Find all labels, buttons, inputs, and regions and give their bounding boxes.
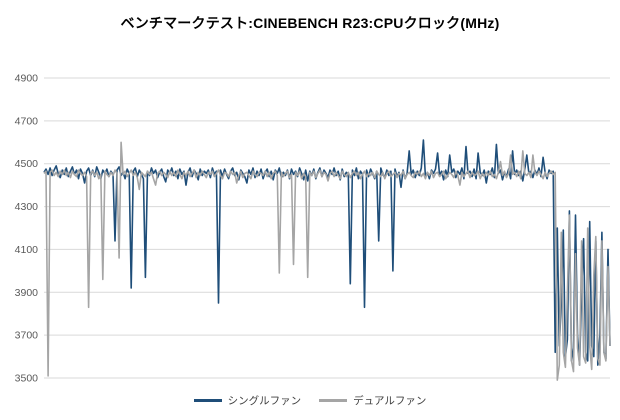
y-axis-tick-label: 3700 (15, 330, 39, 342)
dual-fan-line-swatch-icon (319, 398, 348, 402)
y-axis-tick-label: 4700 (15, 115, 39, 127)
gridlines (44, 77, 610, 379)
chart-legend: シングルファン デュアルファン (0, 391, 620, 409)
y-axis-tick-label: 4100 (15, 244, 39, 256)
chart-title: ベンチマークテスト:CINEBENCH R23:CPUクロック(MHz) (120, 15, 500, 31)
legend-item-single-fan: シングルファン (193, 393, 302, 408)
legend-label-dual-fan: デュアルファン (353, 394, 427, 407)
y-axis-tick-label: 3900 (15, 287, 39, 299)
y-axis-tick-label: 4900 (15, 73, 39, 85)
single-fan-line-swatch-icon (193, 398, 222, 402)
y-axis-tick-label: 4500 (15, 158, 39, 170)
y-axis-tick-label: 3500 (15, 373, 39, 385)
y-axis-labels: 4900 4700 4500 4300 4100 3900 3700 3500 (15, 73, 39, 385)
legend-label-single-fan: シングルファン (227, 394, 302, 407)
legend-item-dual-fan: デュアルファン (319, 393, 426, 408)
y-axis-tick-label: 4300 (15, 201, 39, 213)
series-line-dual-fan (43, 141, 611, 381)
